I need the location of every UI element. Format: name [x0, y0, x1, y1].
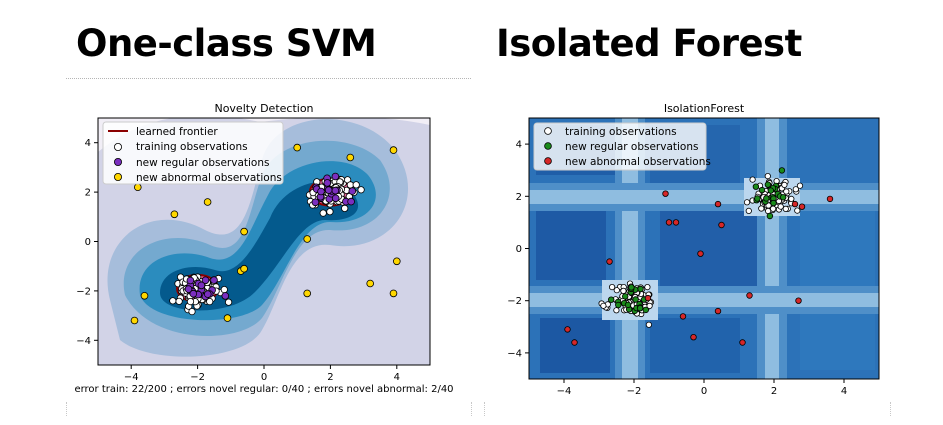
left-legend-regular: new regular observations: [136, 157, 269, 169]
left-regular-point: [324, 186, 333, 194]
left-points-layer: [130, 143, 401, 325]
left-chart-title: Novelty Detection: [214, 102, 313, 115]
left-legend-frontier: learned frontier: [136, 126, 218, 138]
left-training-point: [357, 186, 365, 194]
frame-dots-left: [66, 402, 67, 416]
left-abnormal-point: [303, 235, 312, 243]
left-abnormal-point: [366, 279, 375, 288]
left-ytick-label: 0: [85, 237, 91, 248]
left-abnormal-point: [223, 314, 232, 322]
left-chart-xlabel: error train: 22/200 ; errors novel regul…: [74, 384, 453, 395]
left-abnormal-point: [203, 198, 212, 206]
left-training-point: [319, 209, 327, 217]
left-xtick-label: −2: [190, 372, 205, 383]
left-regular-point: [311, 198, 320, 207]
left-training-point: [225, 298, 233, 306]
frame-dots-far-right: [890, 402, 891, 416]
left-abnormal-point: [240, 227, 248, 236]
left-abnormal-point: [392, 257, 401, 266]
left-ytick-label: −2: [76, 286, 91, 297]
left-legend-box: [102, 121, 284, 185]
left-abnormal-point: [389, 146, 398, 154]
heading-one-class-svm: One-class SVM: [76, 22, 377, 65]
left-xtick-label: 0: [261, 372, 267, 383]
left-ticks: −4 −2 0 2 4 −4 −2 0 2 4: [76, 138, 400, 383]
left-regular-point: [197, 281, 206, 290]
left-abnormal-point: [389, 289, 398, 298]
left-regular-point: [184, 285, 193, 293]
frame-dots-right: [484, 402, 485, 416]
left-training-point: [220, 285, 228, 294]
left-xtick-label: 2: [327, 372, 333, 383]
left-training-point: [326, 208, 334, 216]
left-abnormal-point: [303, 289, 312, 298]
left-abnormal-point: [170, 210, 179, 219]
left-regular-point: [221, 292, 230, 300]
left-legend-abnormal-swatch: [114, 172, 123, 181]
left-regular-point: [331, 186, 340, 195]
left-training-point: [188, 307, 196, 316]
left-abnormal-point: [240, 264, 248, 273]
left-regular-point: [348, 187, 357, 195]
divider-line: [66, 78, 471, 79]
left-legend-training: training observations: [136, 141, 248, 153]
left-legend-training-swatch: [114, 142, 123, 151]
left-legend-abnormal: new abnormal observations: [136, 172, 282, 184]
left-legend-regular-swatch: [114, 157, 123, 166]
left-training-point: [352, 181, 360, 189]
left-legend: learned frontier training observations n…: [102, 121, 284, 185]
left-abnormal-point: [140, 291, 149, 300]
left-regular-point: [210, 276, 218, 284]
left-regular-point: [186, 276, 195, 285]
left-ytick-label: −4: [76, 336, 91, 347]
left-regular-point: [331, 172, 340, 181]
left-regular-point: [331, 194, 340, 203]
left-regular-point: [189, 289, 198, 298]
left-abnormal-point: [130, 316, 139, 325]
left-training-point: [206, 297, 214, 306]
left-training-point: [169, 297, 177, 305]
left-regular-point: [204, 290, 212, 298]
left-regular-point: [317, 187, 325, 196]
left-regular-point: [323, 179, 332, 187]
left-training-point: [186, 297, 195, 306]
left-xtick-label: −4: [124, 372, 139, 383]
left-xtick-label: 4: [394, 372, 400, 383]
left-ytick-label: 4: [85, 138, 91, 149]
left-abnormal-point: [293, 143, 302, 152]
left-regular-point: [201, 276, 210, 285]
left-training-point: [175, 297, 183, 305]
left-regular-point: [347, 197, 355, 206]
frame-dots-middle: [471, 402, 472, 416]
left-training-point: [341, 204, 349, 212]
left-ytick-label: 2: [85, 188, 91, 199]
heading-isolated-forest: Isolated Forest: [496, 22, 802, 65]
left-abnormal-point: [134, 183, 142, 192]
left-abnormal-point: [346, 153, 355, 162]
